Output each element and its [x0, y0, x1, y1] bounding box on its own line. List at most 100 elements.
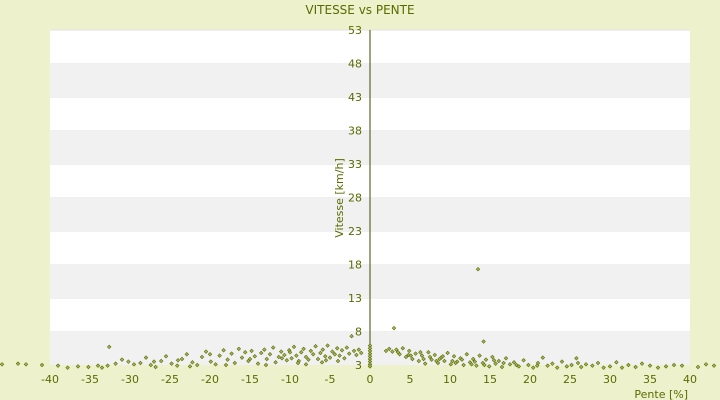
data-point	[483, 357, 489, 362]
y-tick-label: 43	[348, 91, 362, 104]
data-point	[252, 354, 258, 359]
data-point	[279, 356, 285, 361]
x-tick-label: 25	[563, 373, 577, 386]
data-point	[65, 365, 70, 370]
data-point	[184, 352, 190, 357]
data-point	[203, 349, 209, 354]
data-point	[39, 362, 45, 368]
data-point	[486, 364, 492, 369]
x-tick-label: 40	[683, 373, 697, 386]
data-point	[339, 348, 345, 353]
data-point	[633, 364, 638, 370]
data-point	[400, 346, 406, 351]
data-point	[289, 356, 294, 361]
data-point	[325, 343, 330, 348]
data-point	[445, 350, 450, 356]
data-point	[308, 348, 314, 354]
x-tick-label: 35	[643, 373, 657, 386]
data-point	[521, 358, 526, 363]
data-point	[559, 359, 565, 364]
x-tick-label: -40	[41, 373, 59, 386]
data-point	[413, 351, 418, 356]
data-point	[284, 358, 290, 363]
data-point	[334, 346, 340, 351]
data-point	[391, 325, 397, 331]
y-tick-label: 33	[348, 158, 362, 171]
data-point	[574, 356, 579, 361]
data-point	[298, 350, 304, 355]
data-point	[490, 354, 495, 360]
data-point	[711, 363, 717, 368]
data-point	[367, 364, 373, 369]
data-point	[453, 360, 458, 366]
data-point	[55, 363, 61, 368]
data-point	[442, 358, 447, 364]
data-points	[0, 266, 717, 370]
data-point	[306, 357, 311, 362]
data-point	[236, 346, 242, 352]
data-point	[295, 360, 301, 366]
data-point	[472, 359, 478, 364]
x-axis-label: Pente [%]	[634, 388, 688, 400]
data-point	[310, 352, 316, 357]
data-point	[564, 364, 570, 369]
y-tick-label: 18	[348, 259, 362, 272]
data-point	[287, 350, 293, 355]
data-point	[461, 362, 466, 368]
data-point	[282, 352, 287, 358]
y-tick-label: 23	[348, 225, 362, 238]
data-point	[437, 356, 442, 362]
data-point	[663, 364, 669, 369]
data-point	[221, 348, 226, 353]
data-point	[158, 358, 164, 364]
data-point	[291, 344, 297, 350]
data-point	[410, 356, 415, 362]
data-point	[493, 361, 498, 366]
data-point	[106, 344, 112, 350]
data-point	[179, 356, 185, 362]
data-point	[113, 361, 118, 366]
data-point	[440, 354, 446, 359]
data-point	[354, 352, 359, 358]
data-point	[276, 354, 282, 360]
data-point	[416, 358, 422, 364]
data-point	[450, 358, 455, 364]
y-tick-label: 48	[348, 58, 362, 71]
data-point	[344, 345, 350, 350]
x-tick-label: -25	[161, 373, 179, 386]
data-point	[148, 362, 154, 368]
data-point	[153, 364, 158, 370]
data-point	[138, 360, 143, 366]
data-point	[131, 362, 137, 367]
y-tick-label: 8	[355, 326, 362, 339]
data-point	[469, 362, 474, 367]
data-point	[429, 357, 434, 362]
data-point	[270, 345, 276, 350]
data-point	[213, 362, 218, 367]
data-point	[99, 365, 105, 370]
data-point	[554, 365, 560, 370]
data-point	[337, 353, 342, 358]
data-point	[232, 360, 238, 366]
data-point	[569, 362, 574, 368]
data-point	[105, 363, 110, 368]
data-point	[432, 352, 438, 358]
data-point	[223, 362, 229, 368]
data-point	[194, 362, 200, 368]
data-point	[356, 347, 362, 352]
data-point	[540, 355, 546, 360]
data-point	[475, 266, 481, 272]
data-point	[225, 357, 230, 362]
data-point	[501, 360, 506, 366]
data-point	[418, 350, 423, 355]
data-point	[294, 353, 299, 358]
data-point	[679, 363, 685, 368]
data-point	[258, 350, 264, 356]
data-point	[386, 346, 392, 352]
data-point	[15, 361, 21, 366]
data-point	[481, 339, 486, 344]
x-tick-label: 30	[603, 373, 617, 386]
data-point	[583, 362, 589, 367]
data-point	[496, 358, 502, 364]
data-point	[451, 354, 457, 359]
